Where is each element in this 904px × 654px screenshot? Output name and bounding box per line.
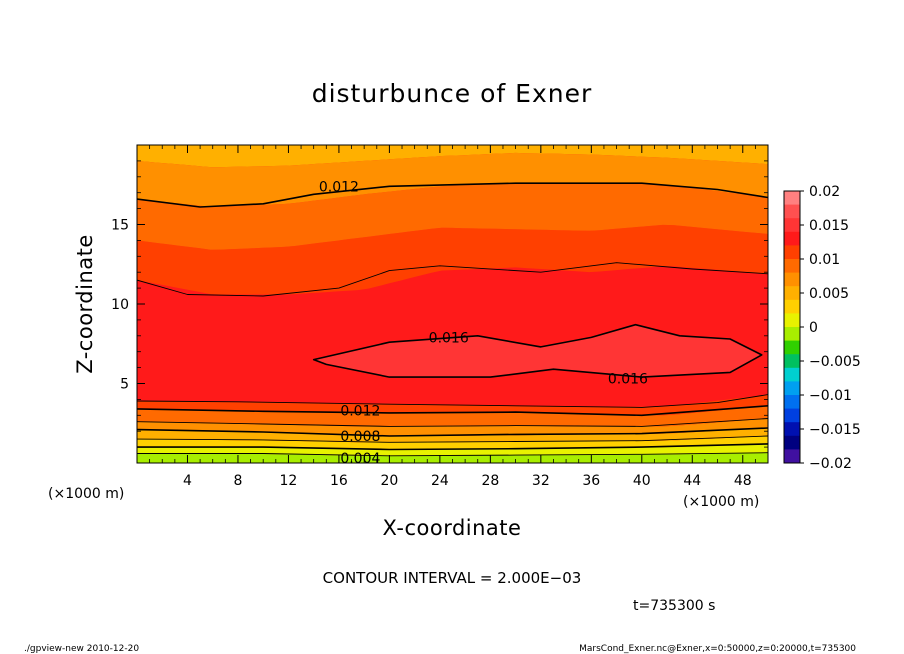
contour-line (137, 262, 768, 297)
x-tick-label: 40 (633, 473, 651, 489)
contour-band (137, 145, 768, 168)
x-tick-label: 32 (532, 473, 550, 489)
colorbar-label: −0.01 (809, 388, 852, 404)
contour-line (137, 452, 768, 457)
colorbar-swatch (784, 435, 800, 450)
contour-band (137, 428, 768, 443)
colorbar-swatch (784, 245, 800, 260)
contour-fill (137, 145, 768, 463)
contour-band-max (313, 324, 762, 378)
contour-line (312, 323, 763, 378)
contour-band (137, 224, 768, 295)
chart-title: disturbunce of Exner (312, 79, 593, 108)
contour-interval: CONTOUR INTERVAL = 2.000E−03 (323, 569, 582, 587)
colorbar-label: −0.005 (809, 354, 861, 370)
x-tick-label: 20 (380, 473, 398, 489)
contour-line (137, 435, 768, 443)
colorbar-label: 0 (809, 320, 818, 336)
footer-left: ./gpview-new 2010-12-20 (24, 644, 139, 654)
colorbar-swatch (784, 272, 800, 287)
x-unit-left: (×1000 m) (48, 486, 124, 502)
x-tick-label: 36 (582, 473, 600, 489)
contour-lines (137, 182, 768, 457)
colorbar-swatch (784, 204, 800, 219)
colorbar-label: −0.015 (809, 422, 861, 438)
colorbar-swatch (784, 449, 800, 464)
contour-band (137, 418, 768, 436)
colorbar-label: −0.02 (809, 456, 852, 472)
x-tick-label: 8 (233, 473, 242, 489)
contour-line (137, 443, 768, 451)
contour-line (137, 405, 768, 417)
contour-label: 0.004 (340, 451, 380, 467)
contour-line (137, 427, 768, 437)
x-axis-ticks: 4 8 12 16 20 24 28 32 36 40 44 48 (149, 145, 756, 489)
contour-label: 0.008 (340, 429, 380, 445)
colorbar-swatch (784, 191, 800, 206)
footer-right: MarsCond_Exner.nc@Exner,x=0:50000,z=0:20… (579, 644, 856, 654)
colorbar-swatch (784, 422, 800, 437)
contour-label: 0.012 (340, 404, 380, 420)
time-label: t=735300 s (633, 598, 715, 614)
colorbar-label: 0.02 (809, 184, 840, 200)
contour-label: 0.016 (429, 330, 469, 346)
y-axis-label: Z-coordinate (73, 234, 97, 374)
colorbar-swatch (784, 259, 800, 274)
colorbar-swatch (784, 231, 800, 246)
x-tick-label: 28 (481, 473, 499, 489)
colorbar-swatch (784, 327, 800, 342)
colorbar-swatch (784, 367, 800, 382)
contour-band (137, 436, 768, 450)
contour-line (137, 418, 768, 427)
contour-band (137, 452, 768, 463)
colorbar-swatch (784, 340, 800, 355)
x-tick-label: 16 (330, 473, 348, 489)
x-tick-label: 48 (734, 473, 752, 489)
colorbar-swatch (784, 218, 800, 233)
x-tick-label: 24 (431, 473, 449, 489)
x-tick-label: 4 (183, 473, 192, 489)
contour-line (137, 394, 768, 408)
x-unit-right: (×1000 m) (683, 494, 759, 510)
x-axis-label: X-coordinate (383, 516, 522, 540)
x-tick-label: 12 (280, 473, 298, 489)
colorbar-swatch (784, 286, 800, 301)
colorbar-label: 0.015 (809, 218, 849, 234)
contour-band (137, 152, 768, 207)
colorbar-swatch (784, 299, 800, 314)
y-tick-label: 10 (111, 297, 129, 313)
y-tick-label: 15 (111, 218, 129, 234)
colorbar-swatch (784, 354, 800, 369)
contour-band (137, 183, 768, 250)
y-tick-label: 5 (120, 377, 129, 393)
colorbar-swatch (784, 408, 800, 423)
contour-label: 0.016 (608, 372, 648, 388)
colorbar-label: 0.01 (809, 252, 840, 268)
contour-band (137, 405, 768, 427)
contour-line (137, 182, 768, 208)
colorbar (784, 191, 800, 464)
colorbar-swatch (784, 381, 800, 396)
colorbar-swatch (784, 313, 800, 328)
y-axis-ticks: 5 10 15 (111, 160, 768, 448)
contour-labels: 0.012 0.016 0.016 0.012 0.008 0.004 (319, 179, 648, 467)
colorbar-label: 0.005 (809, 286, 849, 302)
x-tick-label: 44 (683, 473, 701, 489)
contour-label: 0.012 (319, 179, 359, 195)
colorbar-swatch (784, 395, 800, 410)
colorbar-labels: 0.02 0.015 0.01 0.005 0 −0.005 −0.01 −0.015 −0.0… (800, 184, 861, 472)
